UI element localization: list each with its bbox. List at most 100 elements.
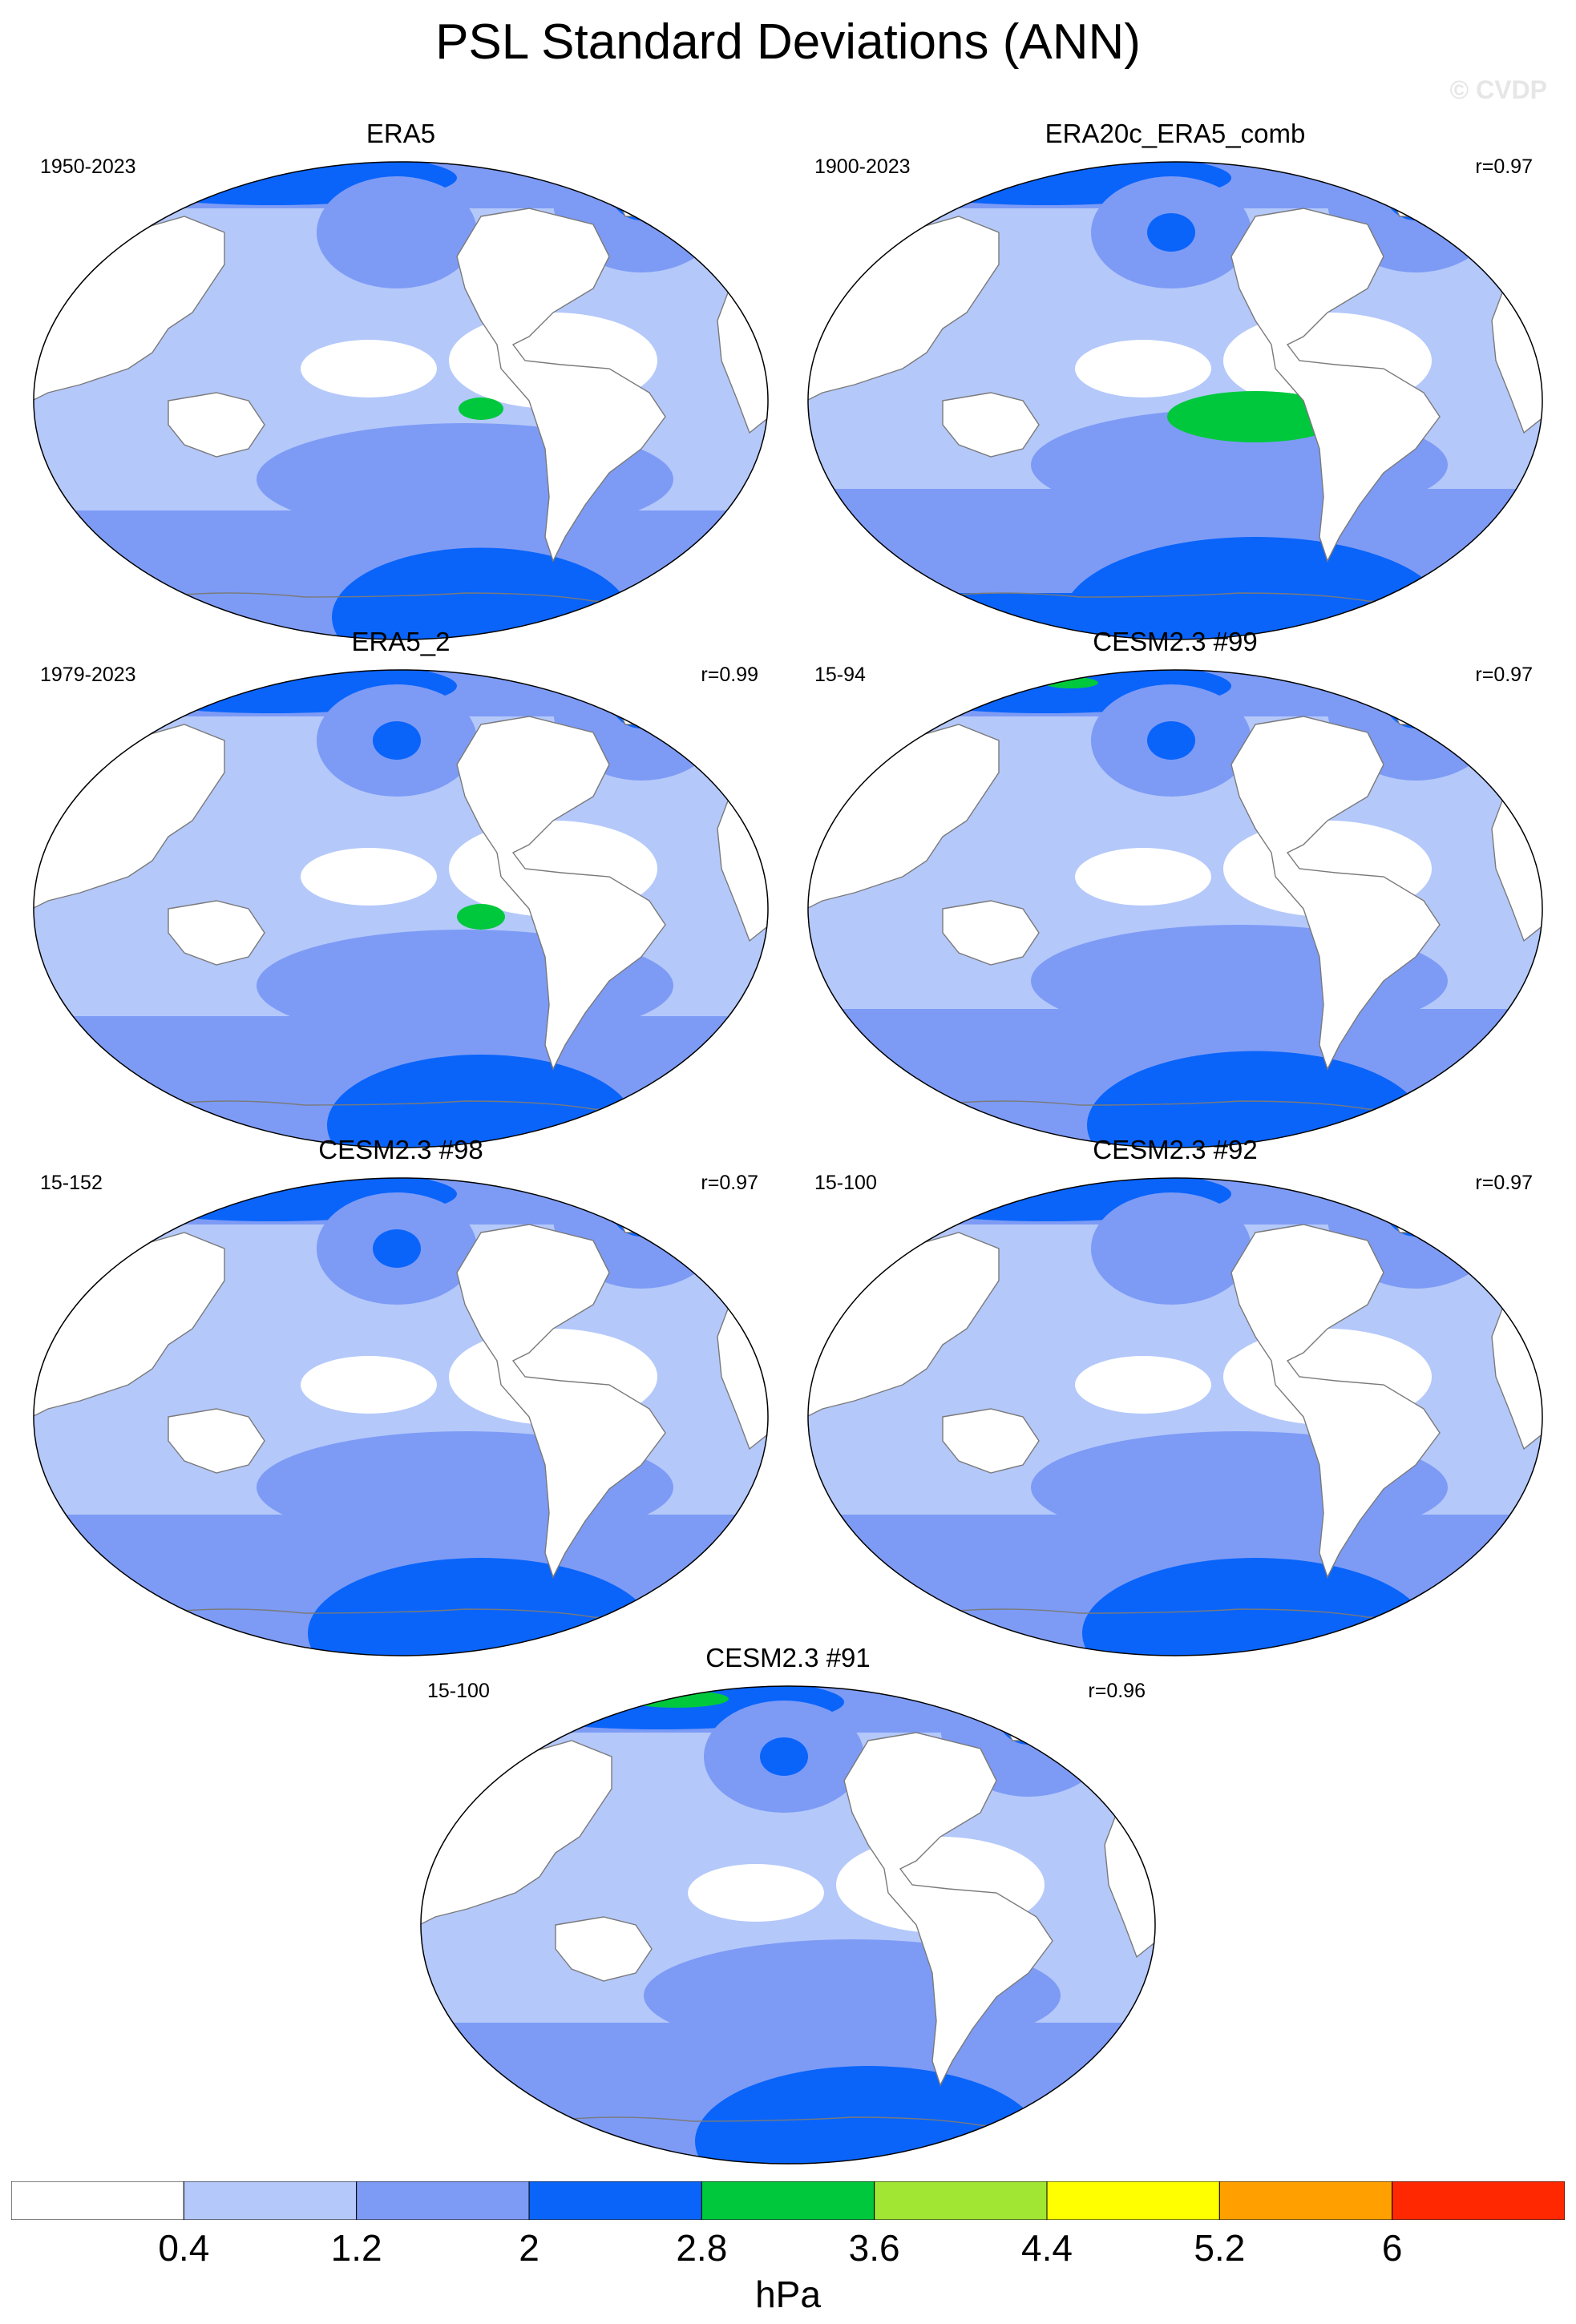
north-pacific-core	[1147, 721, 1195, 760]
colorbar-segment	[183, 2181, 358, 2220]
arctic-max	[1044, 677, 1098, 688]
colorbar-tick-label: 3.6	[848, 2227, 900, 2269]
tropical-min	[688, 1864, 824, 1922]
colorbar-tick-label: 1.2	[330, 2227, 382, 2269]
north-pacific-core	[373, 1229, 421, 1268]
panel-title: ERA5	[366, 119, 436, 148]
amundsen-low-var	[1087, 1051, 1424, 1148]
colorbar-labels: 0.4 1.2 2 2.8 3.6 4.4 5.2 6	[0, 2226, 1576, 2274]
colorbar-units: hPa	[755, 2274, 821, 2315]
colorbar-tick-label: 2	[519, 2227, 539, 2269]
colorbar-segment	[528, 2181, 702, 2220]
north-pacific-var	[1091, 1192, 1251, 1305]
americas-land	[456, 1224, 666, 1579]
map-border	[420, 1685, 1156, 2165]
colorbar-segment	[1046, 2181, 1220, 2220]
map-panel-cesm23-92: CESM2.3 #92 15-100 r=0.97	[790, 1136, 1560, 1665]
americas-land	[1230, 1224, 1441, 1579]
amundsen-max	[457, 904, 505, 930]
colorbar-tick-label: 4.4	[1021, 2227, 1073, 2269]
panel-correlation: r=0.97	[1475, 1172, 1533, 1194]
north-pacific-core	[760, 1737, 808, 1776]
tropical-min	[301, 340, 437, 397]
panel-title: CESM2.3 #99	[1093, 627, 1258, 656]
colorbar-segment	[874, 2181, 1048, 2220]
colorbar-segment	[701, 2181, 875, 2220]
map-border	[807, 669, 1543, 1148]
colorbar-segment	[356, 2181, 530, 2220]
panel-correlation: r=0.97	[1475, 155, 1533, 178]
panel-period: 15-94	[814, 664, 866, 686]
americas-land	[1230, 208, 1441, 563]
panel-period: 15-100	[814, 1172, 877, 1194]
panel-period: 15-152	[40, 1172, 103, 1194]
panel-correlation: r=0.97	[1475, 664, 1533, 686]
australia-land	[555, 1916, 653, 1982]
panel-correlation: r=0.97	[701, 1172, 758, 1194]
americas-land	[456, 208, 666, 563]
colorbar-tick-label: 6	[1381, 2227, 1403, 2269]
map-border	[33, 669, 769, 1148]
panel-title: ERA20c_ERA5_comb	[1045, 119, 1306, 148]
map-panel-era5-2: ERA5_2 1979-2023 r=0.99	[16, 628, 786, 1157]
panel-correlation: r=0.96	[1088, 1680, 1146, 1702]
australia-land	[168, 1408, 265, 1474]
panel-period: 1979-2023	[40, 664, 136, 686]
psl-map	[33, 1177, 769, 1656]
map-border	[807, 1177, 1543, 1656]
amundsen-low-var	[695, 2066, 1041, 2164]
colorbar-tick-label: 0.4	[158, 2227, 210, 2269]
australia-land	[942, 392, 1040, 458]
map-panel-cesm23-91: CESM2.3 #91 15-100 r=0.96	[403, 1644, 1173, 2173]
page-title: PSL Standard Deviations (ANN)	[435, 14, 1141, 70]
arctic-max	[623, 1690, 729, 1708]
psl-map	[33, 669, 769, 1148]
panel-title: ERA5_2	[351, 627, 451, 656]
amundsen-max	[459, 397, 503, 420]
psl-map	[420, 1685, 1156, 2165]
tropical-min	[1075, 1356, 1211, 1414]
map-panel-cesm23-98: CESM2.3 #98 15-152 r=0.97	[16, 1136, 786, 1665]
contour-field	[808, 1178, 1542, 1656]
amundsen-max	[1167, 391, 1344, 442]
tropical-min	[301, 1356, 437, 1414]
north-pacific-core	[373, 721, 421, 760]
contour-field	[34, 162, 768, 640]
australia-land	[942, 1408, 1040, 1474]
colorbar-tick-label: 2.8	[676, 2227, 728, 2269]
map-border	[33, 161, 769, 640]
colorbar-segment	[1218, 2181, 1393, 2220]
amundsen-low-var	[308, 1558, 654, 1656]
psl-map	[33, 161, 769, 640]
amundsen-low-var	[1082, 1558, 1429, 1656]
amundsen-low-var	[327, 1055, 635, 1148]
north-pacific-var	[317, 176, 477, 288]
psl-map	[807, 669, 1543, 1148]
colorbar	[11, 2181, 1565, 2220]
map-panel-era5: ERA5 1950-2023	[16, 120, 786, 649]
australia-land	[168, 900, 265, 966]
americas-land	[456, 716, 666, 1071]
map-border	[33, 1177, 769, 1656]
contour-field	[34, 1178, 768, 1656]
americas-land	[1230, 716, 1441, 1071]
colorbar-tick-label: 5.2	[1194, 2227, 1246, 2269]
panel-title: CESM2.3 #91	[705, 1643, 871, 1672]
tropical-min	[1075, 340, 1211, 397]
colorbar-segment	[1392, 2181, 1565, 2220]
watermark: © CVDP	[1449, 75, 1547, 104]
north-pacific-core	[1147, 213, 1195, 252]
americas-land	[843, 1732, 1053, 2087]
map-panel-era20c-era5-comb: ERA20c_ERA5_comb 1900-2023 r=0.97	[790, 120, 1560, 649]
panel-correlation: r=0.99	[701, 664, 758, 686]
panel-period: 1900-2023	[814, 155, 911, 178]
amundsen-low-var	[332, 547, 630, 640]
contour-field	[808, 670, 1542, 1148]
panel-period: 1950-2023	[40, 155, 136, 178]
map-panel-cesm23-99: CESM2.3 #99 15-94 r=0.97	[790, 628, 1560, 1157]
panel-period: 15-100	[427, 1680, 490, 1702]
australia-land	[168, 392, 265, 458]
map-border	[807, 161, 1543, 640]
contour-field	[421, 1686, 1155, 2164]
panel-title: CESM2.3 #92	[1093, 1135, 1258, 1164]
